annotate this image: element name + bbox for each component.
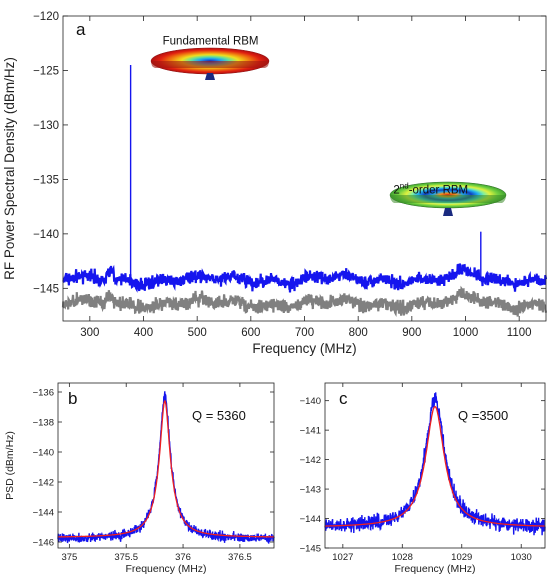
x-tick-label: 1028 xyxy=(392,552,413,563)
panel-b-frame xyxy=(57,382,275,549)
y-tick-label: −145 xyxy=(300,544,321,555)
panel-a-frame xyxy=(62,15,547,322)
y-tick-label: −142 xyxy=(33,478,54,489)
panel-a-ticks: 300 400 500 600 700 800 900 1000 1100 −145 −140 −13… xyxy=(33,11,546,339)
x-tick-label: 376.5 xyxy=(228,552,252,563)
x-tick-label: 600 xyxy=(241,327,260,339)
x-tick-label: 500 xyxy=(188,327,207,339)
x-tick-label: 300 xyxy=(80,327,99,339)
panel-c-letter: c xyxy=(339,389,348,408)
panel-c: 1027 1028 1029 1030 −145 −144 −143 −142 −141 −140… xyxy=(300,382,546,575)
panel-b: 375 375.5 376 376.5 −146 −144 −142 −140 −138 −136… xyxy=(4,382,275,575)
panel-c-x-axis-label: Frequency (MHz) xyxy=(394,563,475,575)
panel-b-ticks: 375 375.5 376 376.5 −146 −144 −142 −140 −138 −136 xyxy=(33,383,274,563)
series-gray-trace xyxy=(61,285,548,318)
y-tick-label: −136 xyxy=(33,388,54,399)
y-tick-label: −144 xyxy=(300,514,321,525)
x-tick-label: 1030 xyxy=(511,552,532,563)
x-tick-label: 400 xyxy=(134,327,153,339)
y-tick-label: −138 xyxy=(33,418,54,429)
panel-b-x-axis-label: Frequency (MHz) xyxy=(125,563,206,575)
x-tick-label: 375.5 xyxy=(114,552,138,563)
y-tick-label: −145 xyxy=(33,283,59,295)
panel-b-plot xyxy=(57,391,275,544)
series-red-lorentzian-fit xyxy=(325,405,545,527)
x-tick-label: 700 xyxy=(295,327,314,339)
y-tick-label: −140 xyxy=(300,396,321,407)
x-tick-label: 1027 xyxy=(332,552,353,563)
y-tick-label: −142 xyxy=(300,455,321,466)
panel-a-plot xyxy=(61,65,548,318)
y-tick-label: −143 xyxy=(300,485,321,496)
x-tick-label: 1029 xyxy=(451,552,472,563)
panel-c-q-label: Q =3500 xyxy=(458,408,508,423)
panel-a-y-axis-label: RF Power Spectral Density (dBm/Hz) xyxy=(2,57,17,280)
x-tick-label: 375 xyxy=(61,552,77,563)
series-red-lorentzian-fit xyxy=(58,399,274,538)
panel-c-ticks: 1027 1028 1029 1030 −145 −144 −143 −142 −141 −140 xyxy=(300,383,545,563)
panel-a-x-axis-label: Frequency (MHz) xyxy=(252,341,356,356)
panel-c-frame xyxy=(324,382,546,549)
panel-a-letter: a xyxy=(76,20,86,39)
second-order-rbm-disc-illustration xyxy=(389,181,507,216)
panel-b-letter: b xyxy=(68,389,77,408)
series-blue-trace xyxy=(62,263,548,293)
panel-b-y-axis-label: PSD (dBm/Hz) xyxy=(4,431,16,500)
y-tick-label: −130 xyxy=(33,120,59,132)
y-tick-label: −140 xyxy=(33,448,54,459)
y-tick-label: −135 xyxy=(33,174,59,186)
series-blue-measured xyxy=(324,392,546,536)
panel-a: 300 400 500 600 700 800 900 1000 1100 −145 −140 −13… xyxy=(2,11,548,356)
y-tick-label: −144 xyxy=(33,508,54,519)
x-tick-label: 376 xyxy=(175,552,191,563)
y-tick-label: −120 xyxy=(33,11,59,23)
x-tick-label: 1000 xyxy=(453,327,479,339)
y-tick-label: −141 xyxy=(300,426,321,437)
panel-b-q-label: Q = 5360 xyxy=(192,408,246,423)
second-order-rbm-label: 2nd-order RBM xyxy=(393,182,468,197)
x-tick-label: 1100 xyxy=(507,327,532,339)
fundamental-rbm-label: Fundamental RBM xyxy=(163,35,259,47)
x-tick-label: 900 xyxy=(402,327,421,339)
fundamental-rbm-disc-illustration xyxy=(150,47,270,80)
panel-c-plot xyxy=(324,392,546,536)
x-tick-label: 800 xyxy=(349,327,368,339)
y-tick-label: −146 xyxy=(33,538,54,549)
y-tick-label: −140 xyxy=(33,229,59,241)
y-tick-label: −125 xyxy=(33,65,59,77)
